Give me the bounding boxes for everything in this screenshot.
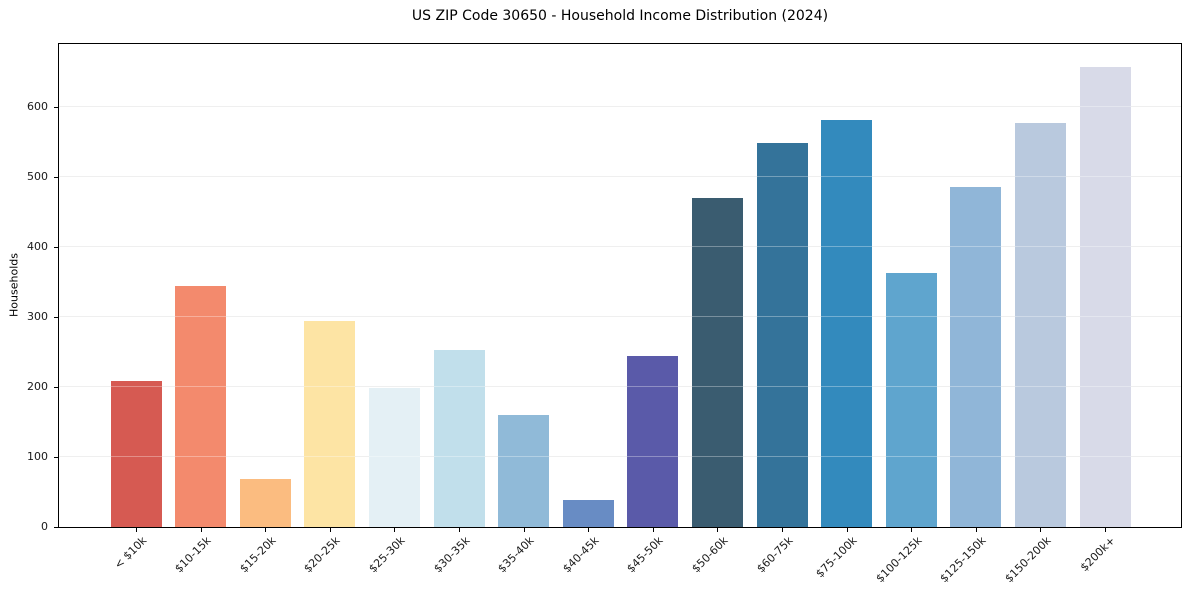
x-tick-label: $25-30k <box>366 534 408 576</box>
bar <box>239 478 291 527</box>
x-tick-mark <box>1040 528 1042 532</box>
x-tick-label: $60-75k <box>753 534 796 576</box>
gridline <box>59 386 1181 387</box>
y-tick-mark <box>54 247 58 248</box>
bar <box>562 499 614 527</box>
x-tick-mark <box>265 528 267 532</box>
x-tick-mark <box>846 528 848 532</box>
y-tick-label: 300 <box>27 310 48 323</box>
y-tick-mark <box>54 177 58 178</box>
x-tick-mark <box>200 528 202 532</box>
y-tick-label: 100 <box>27 450 48 463</box>
bar <box>433 349 485 527</box>
bar <box>1079 67 1131 527</box>
x-tick-label: $100-125k <box>873 534 925 586</box>
x-tick-mark <box>588 528 590 532</box>
gridline-overlay <box>59 386 1181 387</box>
y-tick-label: 500 <box>27 170 48 183</box>
bar <box>368 387 420 527</box>
chart-title: US ZIP Code 30650 - Household Income Dis… <box>411 8 829 24</box>
gridline <box>59 316 1181 317</box>
bar <box>885 272 937 527</box>
gridline <box>59 176 1181 177</box>
bar <box>691 198 743 527</box>
bar <box>110 380 162 527</box>
gridline-overlay <box>59 106 1181 107</box>
x-tick-mark <box>652 528 654 532</box>
bar <box>756 143 808 527</box>
x-tick-label: < $10k <box>111 534 150 572</box>
gridline-overlay <box>59 316 1181 317</box>
gridline-overlay <box>59 456 1181 457</box>
y-tick-label: 400 <box>27 240 48 253</box>
gridline <box>59 106 1181 107</box>
gridline <box>59 246 1181 247</box>
x-tick-label: $10-15k <box>172 534 214 576</box>
bar <box>950 186 1002 527</box>
y-tick-label: 0 <box>41 520 48 533</box>
x-tick-mark <box>975 528 977 532</box>
y-tick-label: 600 <box>27 100 48 113</box>
y-tick-mark <box>54 317 58 318</box>
x-tick-label: $30-35k <box>430 534 473 576</box>
bar <box>821 120 873 527</box>
x-tick-label: $45-50k <box>624 534 667 576</box>
x-tick-mark <box>911 528 913 532</box>
x-tick-label: $125-150k <box>937 534 990 586</box>
x-tick-label: $50-60k <box>689 534 731 576</box>
x-tick-label: $20-25k <box>301 534 344 576</box>
x-tick-mark <box>136 528 137 532</box>
bar <box>304 321 356 527</box>
bar <box>627 355 679 527</box>
plot-area <box>58 43 1182 528</box>
y-tick-label: 200 <box>27 380 48 393</box>
x-tick-mark <box>329 528 331 532</box>
bar <box>175 285 227 527</box>
bar <box>498 415 550 527</box>
y-tick-mark <box>54 387 58 388</box>
y-tick-mark <box>54 457 58 458</box>
x-tick-mark <box>717 528 719 532</box>
x-tick-mark <box>782 528 783 532</box>
gridline-overlay <box>59 176 1181 177</box>
x-tick-mark <box>523 528 525 532</box>
bar <box>1014 123 1066 527</box>
y-tick-mark <box>54 107 58 108</box>
x-tick-label: $40-45k <box>560 534 602 576</box>
x-tick-label: $75-100k <box>813 534 860 581</box>
gridline-overlay <box>59 246 1181 247</box>
x-tick-mark <box>1105 528 1106 532</box>
y-axis-label: Households <box>7 253 21 317</box>
x-tick-mark <box>459 528 460 532</box>
y-tick-mark <box>54 527 58 528</box>
x-tick-label: $15-20k <box>237 534 279 576</box>
x-tick-label: $200k+ <box>1078 534 1119 575</box>
x-tick-label: $35-40k <box>495 534 537 576</box>
x-tick-label: $150-200k <box>1002 534 1054 586</box>
gridline <box>59 456 1181 457</box>
x-tick-mark <box>394 528 396 532</box>
